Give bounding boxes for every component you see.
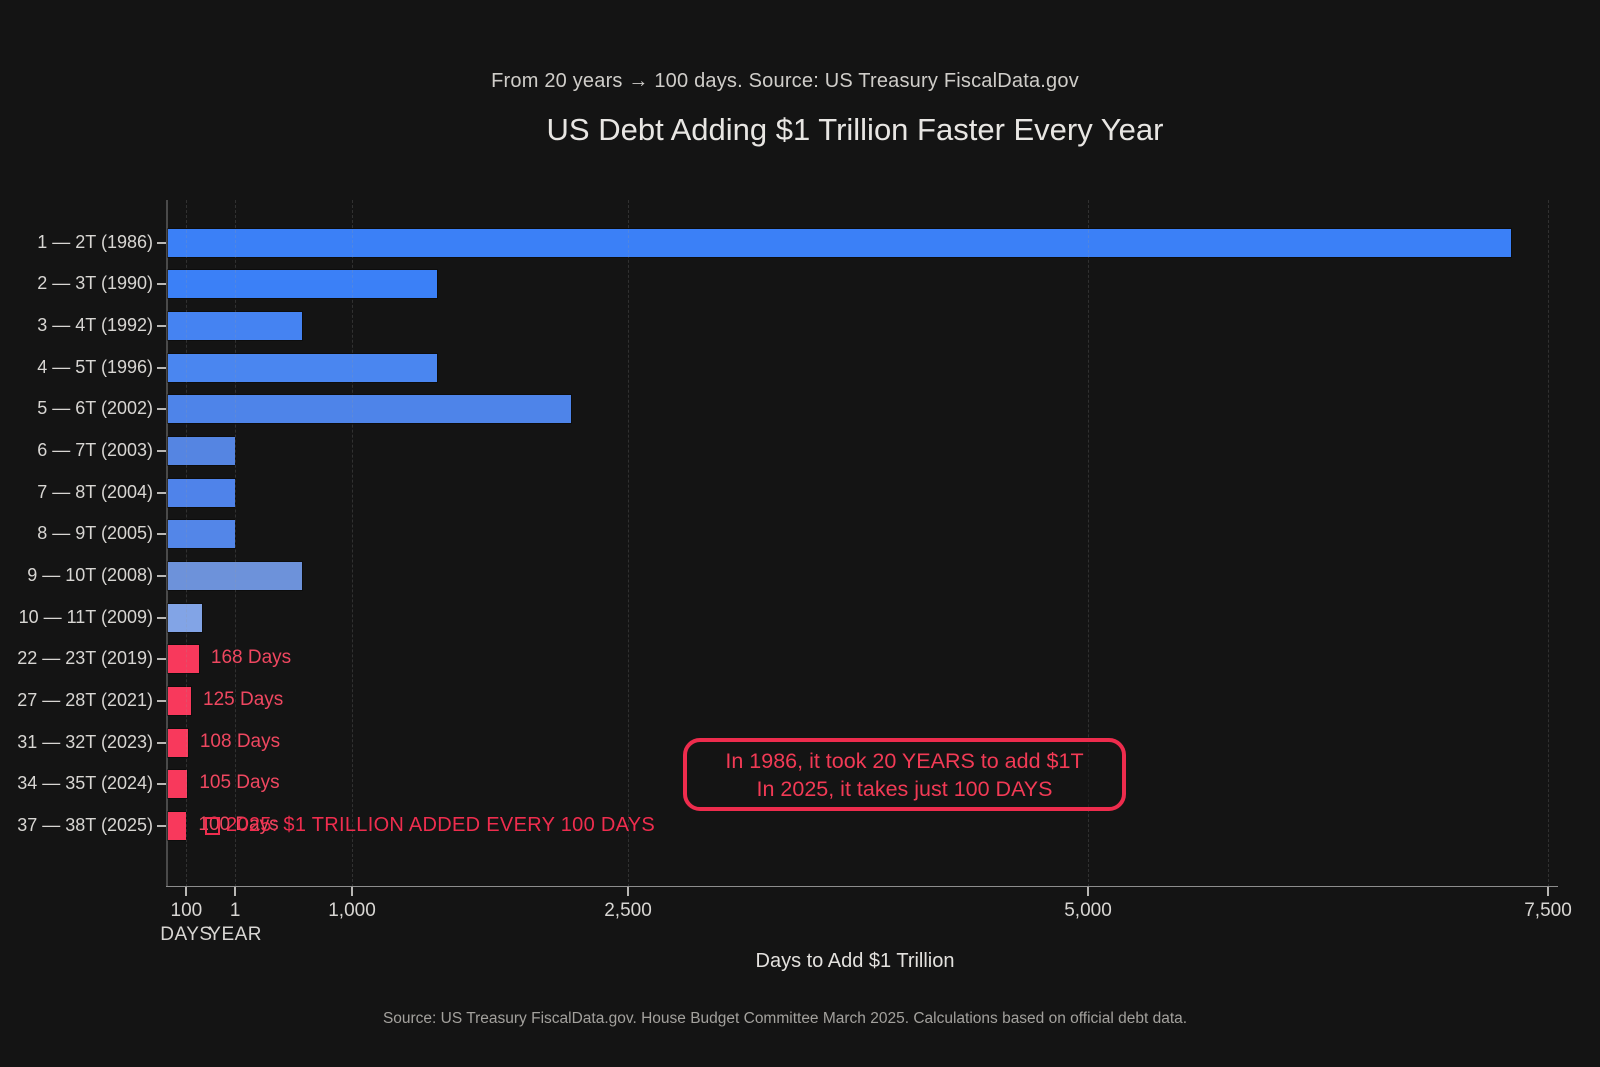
x-tick-label: 7,500	[1524, 900, 1572, 921]
y-tick-label: 7 — 8T (2004)	[37, 481, 153, 502]
x-tick-mark	[1547, 887, 1549, 896]
y-tick-mark	[157, 699, 166, 702]
y-tick-mark	[157, 741, 166, 744]
y-tick-label: 9 — 10T (2008)	[27, 564, 153, 585]
callout-annotation-box: In 1986, it took 20 YEARS to add $1T In …	[683, 738, 1126, 811]
y-tick-label: 10 — 11T (2009)	[18, 606, 153, 627]
bar	[167, 644, 200, 675]
missing-glyph-icon	[205, 816, 220, 835]
y-tick-label: 2 — 3T (1990)	[37, 273, 153, 294]
bar	[167, 269, 438, 300]
gridline	[186, 200, 188, 887]
y-axis-spine	[166, 200, 168, 887]
y-tick-label: 27 — 28T (2021)	[17, 689, 153, 710]
x-tick-label: 1,000	[328, 900, 376, 921]
bar	[167, 227, 1512, 258]
x-tick-mark	[234, 887, 237, 896]
y-tick-mark	[157, 574, 166, 577]
bar	[167, 311, 303, 342]
bar	[167, 810, 187, 841]
x-tick-label: 2,500	[604, 900, 652, 921]
bar	[167, 727, 189, 758]
y-tick-mark	[157, 658, 166, 661]
bar-value-label: 125 Days	[203, 688, 284, 710]
bar-value-label: 168 Days	[210, 647, 292, 669]
bar	[167, 519, 236, 550]
gridline	[235, 200, 237, 887]
bar-value-label: 105 Days	[199, 772, 280, 794]
gridline	[352, 200, 353, 887]
page-title: US Debt Adding $1 Trillion Faster Every …	[546, 112, 1164, 147]
y-tick-label: 8 — 9T (2005)	[37, 523, 153, 544]
y-tick-mark	[157, 325, 166, 328]
bottom-red-annotation: 2025: $1 TRILLION ADDED EVERY 100 DAYS	[205, 814, 655, 837]
y-tick-label: 31 — 32T (2023)	[17, 731, 153, 752]
gridline	[628, 200, 629, 887]
y-tick-label: 6 — 7T (2003)	[37, 440, 153, 460]
y-tick-label: 1 — 2T (1986)	[37, 231, 153, 252]
y-tick-mark	[157, 241, 166, 244]
callout-line-1: In 1986, it took 20 YEARS to add $1T	[725, 748, 1084, 773]
x-tick-label: 5,000	[1064, 900, 1112, 921]
bar	[167, 352, 438, 383]
x-tick-mark	[185, 887, 188, 896]
bar	[167, 477, 236, 508]
y-tick-label: 5 — 6T (2002)	[37, 398, 153, 419]
callout-line-2: In 2025, it takes just 100 DAYS	[756, 776, 1053, 801]
x-axis-line	[166, 886, 1558, 887]
x-tick-mark	[627, 887, 629, 896]
y-tick-mark	[157, 450, 166, 452]
gridline	[1548, 200, 1549, 887]
y-tick-label: 22 — 23T (2019)	[17, 648, 153, 669]
bottom-note-text: 2025: $1 TRILLION ADDED EVERY 100 DAYS	[226, 814, 656, 836]
y-tick-mark	[157, 366, 166, 369]
plot-area: 1 — 2T (1986) 2 — 3T (1990) 3 — 4T (1992) 4…	[0, 200, 1600, 945]
y-tick-mark	[157, 533, 166, 536]
y-tick-mark	[157, 491, 166, 494]
y-tick-label: 34 — 35T (2024)	[17, 773, 153, 794]
chart-subtitle: From 20 years → 100 days. Source: US Tre…	[491, 70, 1079, 92]
bar	[167, 436, 236, 466]
bar	[167, 602, 203, 633]
y-tick-label: 37 — 38T (2025)	[17, 814, 153, 835]
bar-value-label: 108 Days	[199, 730, 281, 752]
y-tick-mark	[157, 616, 166, 619]
bar	[167, 560, 303, 591]
bar	[167, 394, 572, 425]
bar	[167, 769, 188, 800]
x-tick-sublabel: DAYS	[160, 924, 213, 945]
y-tick-label: 4 — 5T (1996)	[37, 356, 153, 377]
y-tick-mark	[157, 408, 166, 411]
x-tick-label: 100	[170, 900, 203, 921]
x-axis-title: Days to Add $1 Trillion	[755, 950, 955, 972]
bar	[167, 685, 192, 716]
x-tick-label: 1	[229, 900, 241, 921]
y-tick-label: 3 — 4T (1992)	[37, 315, 153, 336]
x-tick-mark	[1087, 887, 1089, 896]
y-tick-mark	[157, 283, 166, 286]
y-tick-mark	[157, 824, 166, 827]
y-tick-mark	[157, 783, 166, 786]
footer-source-text: Source: US Treasury FiscalData.gov. Hous…	[382, 1010, 1188, 1027]
gridline	[1088, 200, 1089, 887]
x-tick-sublabel: YEAR	[208, 924, 263, 945]
x-tick-mark	[351, 887, 353, 896]
